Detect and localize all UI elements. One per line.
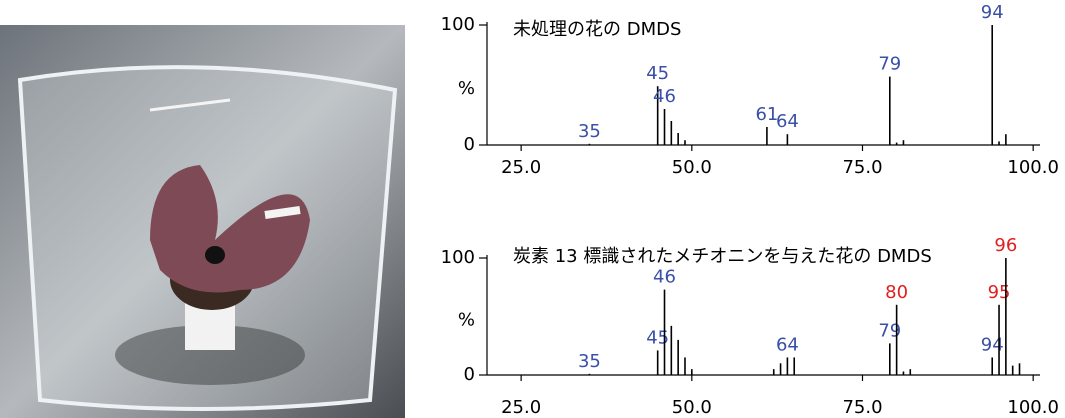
x-tick-label: 75.0 — [842, 397, 882, 418]
peak-label: 64 — [776, 334, 799, 355]
peak-label: 61 — [755, 104, 778, 125]
peak-label: 35 — [578, 351, 601, 372]
peak-label: 46 — [653, 86, 676, 107]
peak-label: 94 — [981, 2, 1004, 23]
peak-label: 96 — [994, 235, 1017, 256]
chart-title: 炭素 13 標識されたメチオニンを与えた花の DMDS — [513, 246, 932, 267]
peak-label: 79 — [878, 320, 901, 341]
peak-label: 64 — [776, 111, 799, 132]
x-tick-label: 50.0 — [672, 397, 712, 418]
chart-title: 未処理の花の DMDS — [513, 19, 681, 40]
x-tick-label: 50.0 — [672, 157, 712, 178]
peak-label: 80 — [885, 282, 908, 303]
peak-label: 46 — [653, 267, 676, 288]
y-tick-label: 100 — [441, 14, 475, 35]
peak-label: 45 — [646, 63, 669, 84]
y-tick-label: 0 — [464, 134, 475, 155]
x-tick-label: 100.0 — [1007, 397, 1059, 418]
peak-label: 35 — [578, 121, 601, 142]
y-axis-label: % — [458, 310, 475, 331]
x-tick-label: 25.0 — [501, 397, 541, 418]
y-axis-label: % — [458, 78, 475, 99]
peak-label: 95 — [988, 282, 1011, 303]
y-tick-label: 100 — [441, 247, 475, 268]
peak-label: 79 — [878, 54, 901, 75]
x-tick-label: 25.0 — [501, 157, 541, 178]
photo — [0, 25, 405, 418]
peak-label: 94 — [981, 334, 1004, 355]
peak-label: 45 — [646, 327, 669, 348]
x-tick-label: 100.0 — [1007, 157, 1059, 178]
x-tick-label: 75.0 — [842, 157, 882, 178]
y-tick-label: 0 — [464, 364, 475, 385]
